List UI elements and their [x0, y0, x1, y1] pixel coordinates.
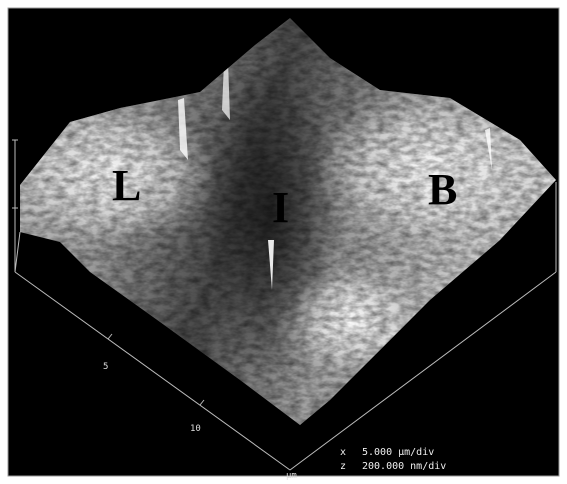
scale-text: 5.000 µm/div: [362, 447, 434, 458]
axis-tick-label: 10: [190, 424, 201, 434]
scale-axis: z: [340, 461, 346, 472]
axes: [12, 139, 557, 471]
axis-tick-label: 5: [103, 362, 108, 372]
axis-unit: µm: [286, 471, 297, 481]
scale-text: 200.000 nm/div: [362, 461, 446, 472]
region-label: L: [112, 161, 141, 210]
region-label: I: [272, 183, 289, 232]
region-label: B: [428, 165, 457, 214]
scale-axis: x: [340, 447, 346, 458]
